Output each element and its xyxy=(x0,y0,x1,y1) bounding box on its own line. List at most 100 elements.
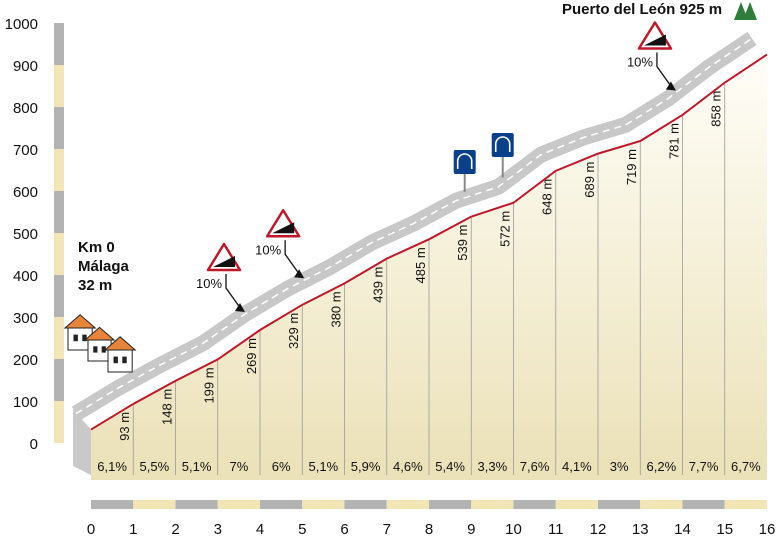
altitude-label: 148 m xyxy=(160,389,175,425)
arrow-head-icon xyxy=(665,81,676,91)
x-tick-label: 10 xyxy=(505,521,522,538)
steep-marker-arrow xyxy=(656,52,673,88)
start-km-label: Km 0 xyxy=(78,239,115,256)
x-axis-bar xyxy=(91,500,767,509)
y-tick-label: 1000 xyxy=(5,16,38,33)
y-axis-segment xyxy=(54,317,64,359)
y-tick-label: 700 xyxy=(13,142,38,159)
x-tick-label: 6 xyxy=(340,521,348,538)
gradient-label: 4,1% xyxy=(562,459,592,474)
y-axis-segment xyxy=(54,233,64,275)
y-tick-label: 100 xyxy=(13,394,38,411)
tree-icon xyxy=(743,2,757,20)
profile-side-face xyxy=(73,409,91,475)
steep-marker-arrow xyxy=(284,240,301,276)
x-axis-segment xyxy=(386,500,429,509)
house-window xyxy=(101,346,106,353)
y-axis-tick-labels: 0 100 200 300 400 500 600 700 800 900 1000 xyxy=(5,16,38,453)
x-axis-segment xyxy=(133,500,176,509)
steep-marker-label: 10% xyxy=(196,276,222,291)
gradient-label: 3,3% xyxy=(478,459,508,474)
altitude-label: 329 m xyxy=(286,313,301,349)
altitude-label: 572 m xyxy=(498,211,513,247)
y-tick-label: 500 xyxy=(13,226,38,243)
altitude-label: 719 m xyxy=(624,149,639,185)
tunnel-arch-icon xyxy=(456,153,473,169)
x-axis-segment xyxy=(175,500,218,509)
altitude-label: 539 m xyxy=(455,225,470,261)
gradient-label: 5,1% xyxy=(309,459,339,474)
house-window xyxy=(93,346,98,353)
x-tick-label: 3 xyxy=(214,521,222,538)
house-roof xyxy=(103,336,137,351)
gradient-label: 7,6% xyxy=(520,459,550,474)
slope-icon xyxy=(272,222,295,234)
gradient-label: 3% xyxy=(610,459,629,474)
altitude-label: 485 m xyxy=(413,247,428,283)
road-centerline xyxy=(75,37,753,415)
summit-label: Puerto del León 925 m xyxy=(562,1,723,18)
gradient-label: 7,7% xyxy=(689,459,719,474)
arrow-head-icon xyxy=(294,269,305,279)
y-tick-label: 600 xyxy=(13,184,38,201)
steep-marker-label: 10% xyxy=(255,242,281,257)
tunnel-signs xyxy=(453,133,514,192)
x-axis-segment xyxy=(344,500,387,509)
arrow-head-icon xyxy=(235,303,245,313)
y-axis-segment xyxy=(54,191,64,233)
tunnel-arch-icon xyxy=(494,136,511,152)
y-tick-label: 800 xyxy=(13,100,38,117)
x-axis-segment xyxy=(598,500,641,509)
gradient-label: 5,1% xyxy=(182,459,212,474)
house-window xyxy=(82,334,87,342)
y-axis-segment xyxy=(54,359,64,401)
altitude-label: 269 m xyxy=(244,338,259,374)
altitude-labels: 93 m 148 m 199 m 269 m 329 m 380 m 439 m 485 m 5… xyxy=(117,91,724,441)
altitude-label: 380 m xyxy=(329,291,344,327)
x-tick-label: 0 xyxy=(87,521,95,538)
start-town-label: Málaga xyxy=(78,258,129,275)
y-axis-segment xyxy=(54,149,64,191)
steep-markers: 10% 10% 10% xyxy=(196,21,676,313)
start-info: Km 0 Málaga 32 m xyxy=(78,238,129,295)
x-axis-segment xyxy=(217,500,260,509)
start-altitude-label: 32 m xyxy=(78,277,113,294)
x-axis-segment xyxy=(471,500,514,509)
y-tick-label: 200 xyxy=(13,352,38,369)
x-tick-label: 7 xyxy=(383,521,391,538)
altitude-label: 858 m xyxy=(709,91,724,127)
x-axis-tick-labels: 0 1 2 3 4 5 6 7 8 9 10 11 12 13 14 15 16 xyxy=(87,521,776,538)
y-axis-segment xyxy=(54,65,64,107)
x-tick-label: 13 xyxy=(632,521,649,538)
x-tick-label: 1 xyxy=(129,521,137,538)
y-axis-segment xyxy=(54,275,64,317)
gradient-label: 5,5% xyxy=(140,459,170,474)
gradient-label: 6,1% xyxy=(97,459,127,474)
altitude-label: 93 m xyxy=(117,412,132,441)
y-axis-bar xyxy=(54,23,64,443)
road-band xyxy=(71,31,768,431)
x-tick-label: 11 xyxy=(548,521,564,538)
y-tick-label: 400 xyxy=(13,268,38,285)
x-tick-label: 9 xyxy=(467,521,475,538)
y-axis-segment xyxy=(54,107,64,149)
gradient-label: 4,6% xyxy=(393,459,423,474)
y-axis-segment xyxy=(54,23,64,65)
x-axis-segment xyxy=(724,500,767,509)
x-tick-label: 8 xyxy=(425,521,433,538)
km-dividers xyxy=(132,82,726,475)
altitude-label: 689 m xyxy=(582,162,597,198)
house-roof xyxy=(63,314,97,329)
x-axis-segment xyxy=(302,500,345,509)
altitude-label: 781 m xyxy=(667,123,682,159)
gradient-label: 6,7% xyxy=(731,459,761,474)
altitude-label: 439 m xyxy=(371,267,386,303)
x-axis-segment xyxy=(555,500,598,509)
x-tick-label: 12 xyxy=(590,521,607,538)
x-tick-label: 14 xyxy=(674,521,691,538)
profile-line xyxy=(90,53,768,431)
x-axis-segment xyxy=(682,500,725,509)
gradient-label: 7% xyxy=(229,459,248,474)
x-axis-segment xyxy=(91,500,134,509)
